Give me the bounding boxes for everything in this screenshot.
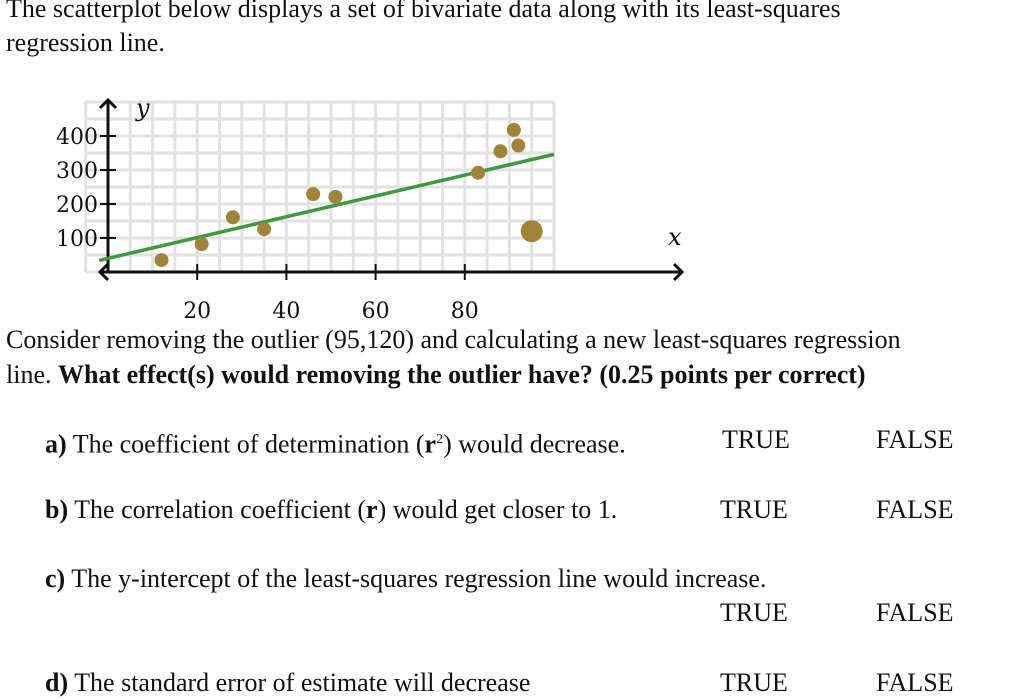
item-text: The coefficient of determination (: [72, 429, 425, 459]
question-prompt: What effect(s) would removing the outlie…: [58, 360, 866, 389]
outlier-point: [520, 220, 543, 243]
item-a: a) The coefficient of determination (r2)…: [45, 425, 626, 460]
y-tick-label: 400: [56, 125, 98, 150]
x-tick-label: 60: [362, 299, 390, 324]
item-c-true[interactable]: TRUE: [720, 598, 788, 627]
data-point: [225, 210, 240, 225]
data-point: [511, 138, 526, 153]
data-point: [471, 165, 486, 180]
data-point: [154, 253, 169, 268]
question-line-2: line. What effect(s) would removing the …: [6, 360, 866, 390]
x-axis-arrows: [97, 262, 685, 282]
data-point: [306, 187, 321, 202]
x-tick-label: 20: [183, 299, 211, 324]
y-tick-label: 100: [56, 227, 98, 252]
item-letter: c): [45, 564, 66, 593]
item-b-false[interactable]: FALSE: [876, 495, 954, 524]
y-tick-label: 300: [56, 159, 98, 184]
axes: [97, 97, 685, 282]
y-axis-arrow: [98, 97, 118, 110]
item-c: c) The y-intercept of the least-squares …: [45, 564, 766, 594]
y-tick-label: 200: [56, 193, 98, 218]
item-c-false[interactable]: FALSE: [876, 598, 954, 627]
item-letter: d): [45, 668, 69, 697]
superscript: 2: [436, 432, 444, 447]
x-axis-label: x: [668, 223, 682, 251]
item-text: ) would decrease.: [443, 429, 626, 459]
x-tick-label: 40: [272, 299, 300, 324]
item-text: The y-intercept of the least-squares reg…: [71, 564, 767, 593]
data-point: [493, 144, 508, 159]
intro-line-2: regression line.: [6, 28, 165, 57]
x-tick-label: 80: [451, 299, 479, 324]
item-text: The standard error of estimate will decr…: [74, 668, 531, 697]
data-point: [194, 237, 209, 252]
question-line-2-plain: line.: [6, 360, 52, 389]
y-axis-label: y: [135, 94, 150, 122]
symbol-r: r: [366, 495, 378, 524]
scatterplot: y x 20 40 60 80 100 200 300 400: [56, 94, 685, 324]
data-point: [506, 122, 521, 137]
item-d: d) The standard error of estimate will d…: [45, 668, 530, 698]
question-line-1: Consider removing the outlier (95,120) a…: [6, 325, 901, 354]
symbol-r: r: [424, 429, 437, 459]
item-b-true[interactable]: TRUE: [720, 495, 788, 524]
item-letter: b): [45, 495, 69, 524]
item-letter: a): [45, 429, 67, 459]
intro-line-1: The scatterplot below displays a set of …: [6, 0, 841, 23]
item-a-false[interactable]: FALSE: [876, 425, 954, 454]
item-text: ) would get closer to 1.: [377, 495, 618, 524]
data-point: [328, 189, 343, 204]
item-d-true[interactable]: TRUE: [720, 668, 788, 697]
item-b: b) The correlation coefficient (r) would…: [45, 495, 617, 525]
item-text: The correlation coefficient (: [74, 495, 367, 524]
item-d-false[interactable]: FALSE: [876, 668, 954, 697]
data-point: [257, 222, 272, 237]
item-a-true[interactable]: TRUE: [722, 425, 790, 454]
